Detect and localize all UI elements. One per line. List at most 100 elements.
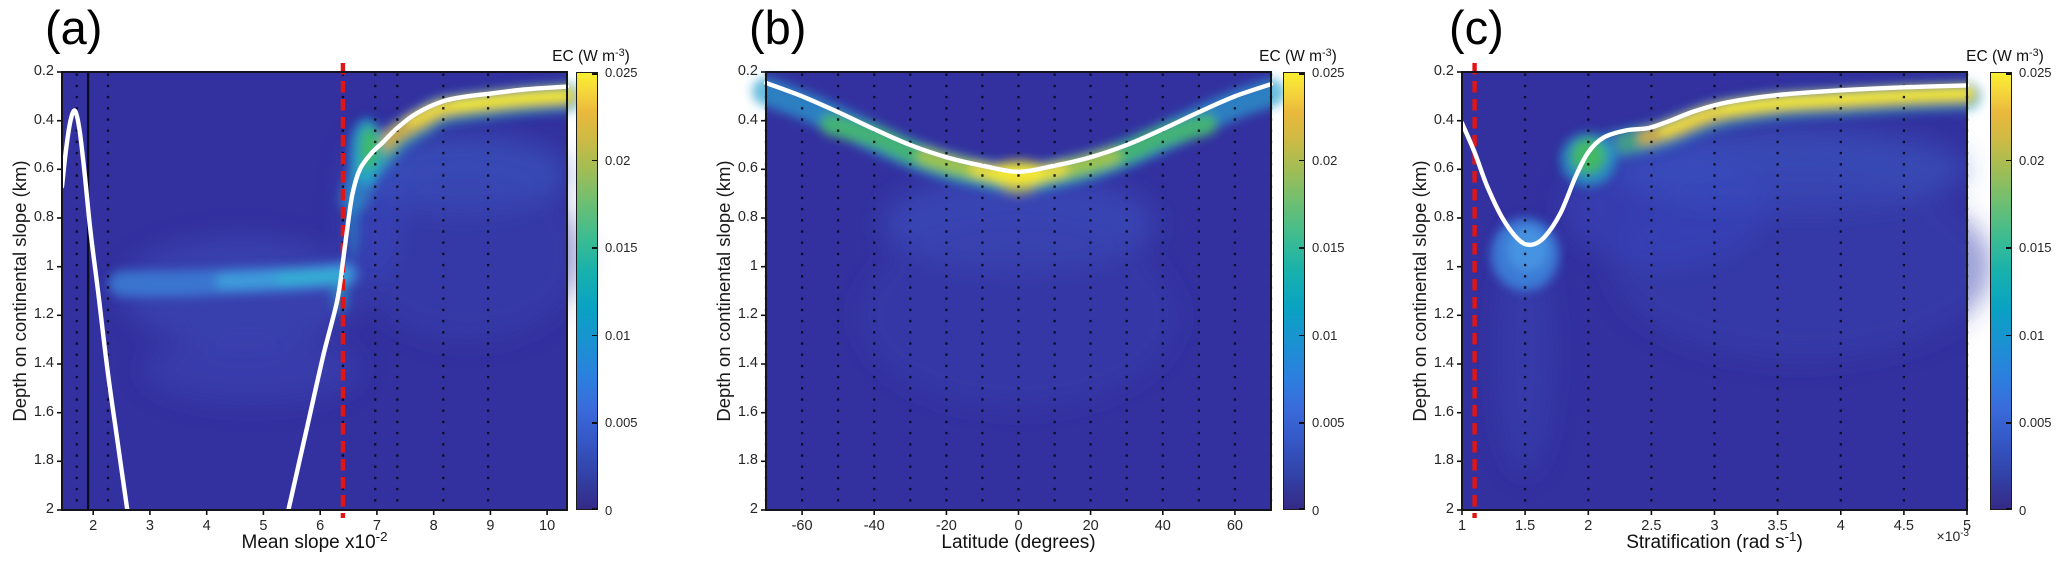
colorbar-tick-label: 0.02: [1312, 152, 1338, 168]
heat-blob: [359, 125, 379, 170]
y-tick-label: 1.2: [1433, 306, 1454, 323]
y-tick-label: 1: [1445, 257, 1454, 274]
colorbar-tick-label: 0.01: [1312, 327, 1338, 343]
y-tick-label: 1.4: [1433, 355, 1454, 371]
colorbar-tick-mark: [1299, 73, 1304, 75]
colorbar-tick-mark: [2006, 73, 2011, 75]
ec-ridge-band: [969, 163, 1068, 183]
heat-haze: [1497, 230, 1553, 474]
colorbar-tick-mark: [2006, 247, 2011, 249]
y-tick-label: 1.4: [33, 355, 54, 371]
heatmap-background: [1462, 72, 1967, 510]
y-tick-label: 0.8: [1433, 209, 1454, 225]
ec-ridge-band: [375, 88, 575, 153]
x-tick-label: 6: [316, 518, 325, 534]
colorbar-tick-label: 0.025: [1312, 65, 1345, 80]
heat-blob: [347, 176, 359, 260]
ec-ridge-band: [916, 148, 1121, 186]
panel-b-heatmap: [752, 71, 1285, 515]
label-text: ): [1331, 48, 1337, 65]
plot-border: [61, 71, 568, 511]
label-text: Stratification (rad s: [1626, 532, 1785, 553]
x-tick-label: 20: [1082, 518, 1099, 534]
colorbar-tick-mark: [592, 73, 597, 75]
heat-haze: [354, 169, 582, 340]
ec-ridge-band: [1615, 84, 1978, 154]
panel-b-x-axis-label: Latitude (degrees): [941, 532, 1095, 554]
x-tick-label: 1.5: [1515, 518, 1536, 534]
panel-c-letter: (c): [1449, 1, 1504, 54]
panel-c-heatmap: [1457, 63, 1993, 518]
colorbar-tick-label: 0: [2019, 503, 2027, 518]
heat-haze: [1563, 145, 1765, 267]
panel-b-colorbar: [1283, 72, 1305, 510]
colorbar-tick-label: 0.015: [1312, 240, 1345, 256]
panel-b-colorbar-title: EC (W m-3): [1223, 46, 1373, 66]
panel-a-letter: (a): [45, 1, 103, 54]
x-tick-label: 4: [202, 518, 211, 534]
colorbar-tick-mark: [1299, 159, 1304, 162]
x-tick-label: 2.5: [1641, 518, 1662, 534]
x-tick-label: 3: [1710, 518, 1719, 534]
ec-ridge-band: [351, 85, 578, 181]
superscript-exponent: -3: [1322, 46, 1332, 59]
y-tick-label: 1.4: [737, 355, 758, 371]
heat-blob: [1507, 227, 1548, 272]
label-text: EC (W m: [1259, 48, 1323, 65]
x-tick-label: 5: [1962, 518, 1972, 534]
heat-blob: [1000, 174, 1037, 197]
colorbar-tick-mark: [592, 422, 597, 424]
white-mean-curve: [286, 84, 570, 513]
y-tick-label: 0.2: [737, 63, 758, 79]
label-text: ×10: [1936, 528, 1961, 544]
heatmap-background: [62, 72, 567, 510]
x-tick-label: 3: [145, 518, 154, 534]
heat-haze: [1613, 127, 1968, 211]
colorbar-tick-label: 0.015: [605, 240, 638, 256]
y-tick-label: 1.8: [33, 452, 54, 469]
panel-a-x-axis-label: Mean slope x10-2: [242, 529, 388, 554]
panel-b-letter: (b): [749, 1, 807, 54]
colorbar-tick-label: 0.005: [1312, 415, 1345, 431]
ec-ridge-band: [1723, 87, 1971, 112]
colorbar-tick-label: 0.025: [605, 65, 638, 80]
white-mean-curve: [59, 108, 130, 513]
colorbar-tick-label: 0.005: [605, 415, 638, 431]
heat-haze: [144, 334, 360, 403]
x-tick-label: 60: [1226, 518, 1243, 534]
superscript-exponent: -3: [615, 46, 625, 59]
label-text: ): [1796, 532, 1803, 553]
colorbar-tick-mark: [592, 159, 597, 162]
x-tick-label: 4: [1836, 518, 1845, 534]
superscript-exponent: -2: [375, 529, 388, 545]
y-tick-label: 0.4: [1433, 111, 1454, 128]
y-tick-label: 0.2: [1433, 63, 1454, 79]
x-tick-label: 5: [259, 518, 268, 534]
x-tick-label: 3.5: [1767, 518, 1788, 534]
colorbar-tick-label: 0.02: [605, 152, 631, 168]
colorbar-tick-mark: [592, 247, 597, 249]
ec-ridge-band: [1658, 87, 1973, 136]
ec-ridge-band: [215, 266, 352, 290]
panel-c-x-axis-label: Stratification (rad s-1): [1626, 529, 1803, 554]
panel-c-heatmap-svg: [1457, 63, 1993, 518]
y-tick-label: 1.8: [737, 452, 758, 469]
ec-ridge-band: [405, 89, 573, 127]
ec-ridge-band: [1598, 81, 1982, 160]
plot-border: [1461, 71, 1968, 511]
x-tick-label: 4.5: [1893, 518, 1914, 534]
x-tick-label: 9: [486, 518, 495, 534]
y-tick-label: 1.2: [737, 306, 758, 323]
x-tick-label: -20: [935, 518, 957, 534]
panel-a-heatmap-svg: [57, 63, 582, 518]
colorbar-tick-label: 0.02: [2019, 152, 2045, 168]
y-tick-label: 0.4: [737, 111, 758, 128]
heat-haze: [121, 237, 360, 345]
heatmap-background: [766, 72, 1271, 510]
colorbar-tick-mark: [1299, 247, 1304, 249]
panel-a-colorbar: [576, 72, 598, 510]
panel-a-colorbar-title: EC (W m-3): [516, 46, 666, 66]
label-text: EC (W m: [1966, 48, 2030, 65]
